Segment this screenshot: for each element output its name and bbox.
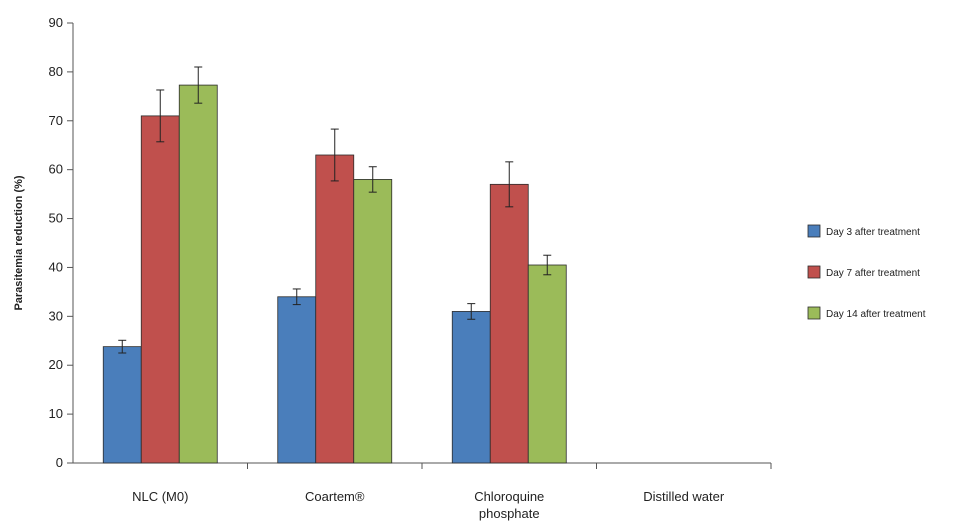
error-bars <box>118 66 552 354</box>
legend: Day 3 after treatment Day 7 after treatme… <box>807 224 926 320</box>
category-label: Coartem® <box>305 489 365 504</box>
legend-label: Day 3 after treatment <box>826 227 920 238</box>
labels: 0 10 20 30 40 50 60 70 80 90 Parasitemia reduction… <box>13 15 725 521</box>
y-tick-label: 60 <box>49 162 63 177</box>
y-tick-label: 0 <box>56 455 63 470</box>
bar <box>102 346 142 464</box>
legend-label: Day 7 after treatment <box>826 268 920 279</box>
bar <box>451 311 491 464</box>
bar <box>140 115 180 464</box>
category-label: Chloroquine <box>474 489 544 504</box>
y-tick-label: 10 <box>49 406 63 421</box>
category-label: NLC (M0) <box>132 489 188 504</box>
bar <box>178 84 218 464</box>
bar <box>527 264 567 464</box>
legend-label: Day 14 after treatment <box>826 309 926 320</box>
y-tick-label: 20 <box>49 357 63 372</box>
y-tick-label: 50 <box>49 211 63 226</box>
y-tick-label: 90 <box>49 15 63 30</box>
bar <box>315 154 355 464</box>
y-tick-label: 80 <box>49 64 63 79</box>
bar <box>489 183 529 464</box>
y-tick-label: 70 <box>49 113 63 128</box>
category-label: Distilled water <box>643 489 725 504</box>
y-tick-label: 40 <box>49 259 63 274</box>
legend-swatch <box>807 306 821 320</box>
bars <box>102 84 567 464</box>
y-axis-title: Parasitemia reduction (%) <box>13 175 25 310</box>
bar <box>277 296 317 464</box>
category-label: phosphate <box>479 506 540 521</box>
legend-swatch <box>807 224 821 238</box>
y-tick-label: 30 <box>49 308 63 323</box>
legend-swatch <box>807 265 821 279</box>
bar <box>353 179 393 464</box>
